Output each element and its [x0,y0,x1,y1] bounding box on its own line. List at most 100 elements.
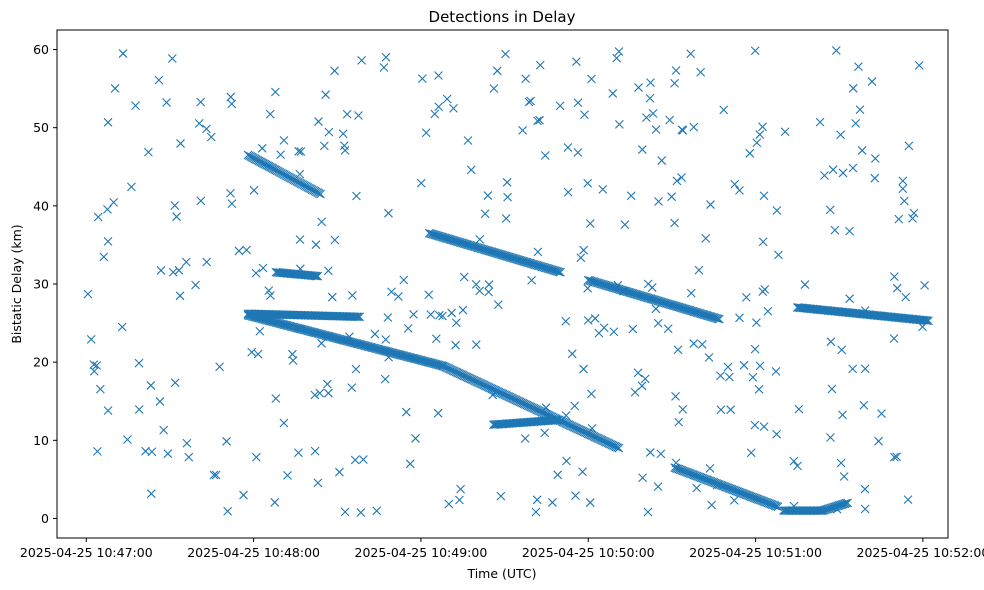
detection-point [772,429,782,439]
detection-point [723,362,733,372]
track-detection-point [316,189,325,199]
detection-point [541,403,551,413]
detection-point [518,126,528,135]
detection-point [170,378,180,388]
detection-point [828,165,838,175]
detection-point [350,455,360,465]
detection-point [294,146,304,156]
detection-point [110,84,120,93]
track-detection-point [614,443,624,453]
detection-point [793,461,802,471]
detection-point [475,286,485,296]
detection-point [585,498,595,507]
detection-point [202,257,212,267]
detection-point [475,234,485,244]
detection-point [697,339,707,349]
detection-point [578,467,587,477]
detection-point [381,52,391,62]
detection-point [405,459,415,469]
detection-point [614,47,624,56]
track-detection-point [770,501,780,511]
detection-point [431,334,441,344]
detection-point [163,449,173,459]
track-detection-point [310,271,320,281]
track-detection-point [353,312,363,322]
detection-point [839,472,849,481]
detection-point [889,452,899,462]
detection-point [455,495,464,505]
detection-point [222,436,231,446]
y-tick-label: 60 [33,42,49,57]
detection-point [689,339,699,348]
detection-point [716,371,725,381]
detection-point [692,483,702,493]
x-tick-label: 2025-04-25 10:50:00 [522,545,655,560]
detection-point [672,176,682,186]
detection-point [155,397,165,406]
detection-point [384,208,393,218]
detection-point [825,205,835,215]
detection-point [372,506,382,516]
detection-point [118,49,128,58]
detection-point [471,279,481,289]
detection-point [83,289,93,299]
detection-point [746,448,756,458]
detection-point [435,310,444,320]
detection-point [908,214,917,223]
x-tick-label: 2025-04-25 10:47:00 [20,545,153,560]
detection-point [656,449,666,459]
detection-point [694,265,704,275]
y-tick-label: 0 [41,511,49,526]
detection-point [570,401,580,411]
detection-point [571,491,580,501]
detection-point [403,323,413,333]
track-detection-point [555,267,565,277]
detection-point [354,111,363,120]
detection-point [719,105,729,115]
detection-point [735,313,744,323]
detection-point [870,154,880,163]
detection-point [421,128,431,138]
detection-point [707,500,717,510]
detection-point [540,151,550,160]
detection-point [586,389,596,399]
track-detection-point [921,316,931,325]
detection-point [154,75,164,85]
detection-point [109,197,119,207]
detection-point [276,150,286,160]
detection-point [270,497,280,507]
detection-point [653,318,663,328]
detection-point [184,452,194,462]
detection-point [800,280,810,289]
detection-point [899,196,909,206]
detection-point [845,294,854,304]
detection-point [295,169,305,179]
detection-point [182,438,192,448]
detection-point [239,490,248,500]
detection-point [226,188,235,198]
detection-point [789,456,799,466]
detection-point [725,372,734,382]
detection-point [686,288,696,298]
detection-point [416,178,426,188]
detection-point [894,214,904,224]
detection-point [755,130,765,139]
detection-point [501,214,511,223]
detection-point [637,145,647,154]
detection-point [758,122,767,132]
detection-point [162,98,171,107]
detection-point [686,49,696,59]
detection-point [626,191,636,201]
detection-point [295,264,305,274]
detection-point [671,391,680,401]
detection-point [651,125,661,134]
detection-point [651,304,661,314]
detection-point [451,318,461,328]
detection-point [827,384,837,394]
detection-point [156,266,166,275]
detection-point [532,495,542,505]
detection-point [338,129,348,139]
detection-point [384,352,394,362]
track-detection-point [773,502,783,512]
detection-point [202,124,211,134]
